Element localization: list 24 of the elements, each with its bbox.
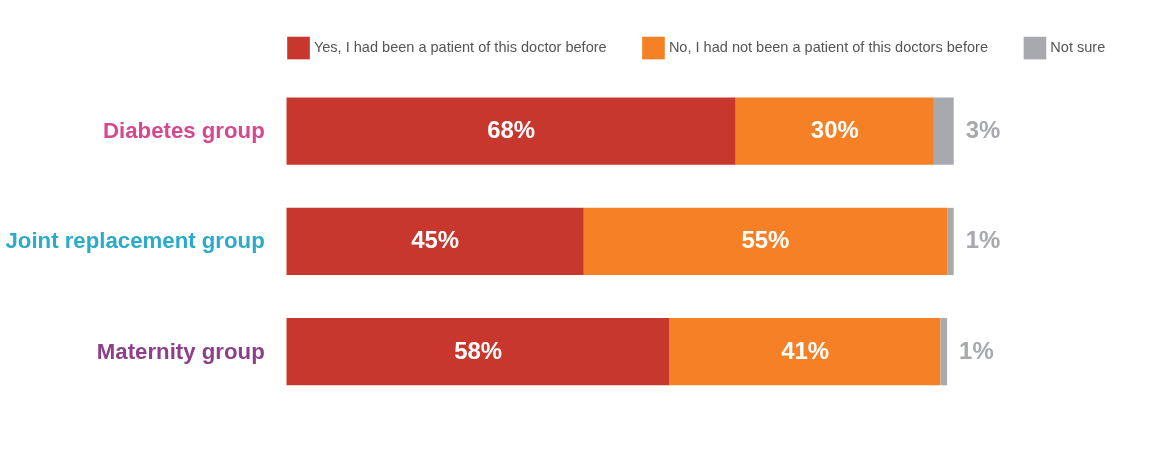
- bar: [940, 318, 948, 386]
- data-label: 1%: [959, 336, 994, 364]
- data-label: 45%: [411, 226, 460, 254]
- data-label: 58%: [454, 336, 503, 364]
- data-label: 68%: [487, 116, 536, 144]
- bar: [669, 318, 941, 386]
- legend-label: No, I had not been a patient of this doctors before: [668, 39, 988, 56]
- y-tick-label: Joint replacement group: [5, 228, 265, 254]
- bar: [286, 97, 736, 165]
- data-label: 30%: [810, 116, 859, 144]
- legend-label: Not sure: [1050, 39, 1106, 56]
- bar: [735, 97, 934, 165]
- legend-label: Yes, I had been a patient of this doctor before: [313, 39, 607, 56]
- data-label: 55%: [741, 226, 790, 254]
- bar: [583, 207, 948, 276]
- y-tick-label: Diabetes group: [102, 118, 265, 144]
- bar: [286, 318, 670, 386]
- y-tick-label: Maternity group: [96, 338, 265, 364]
- data-label: 41%: [781, 336, 830, 364]
- bar: [286, 207, 584, 276]
- bar: [947, 207, 954, 276]
- data-label: 1%: [965, 226, 1001, 254]
- data-label: 3%: [965, 116, 1001, 144]
- bar: [933, 97, 954, 165]
